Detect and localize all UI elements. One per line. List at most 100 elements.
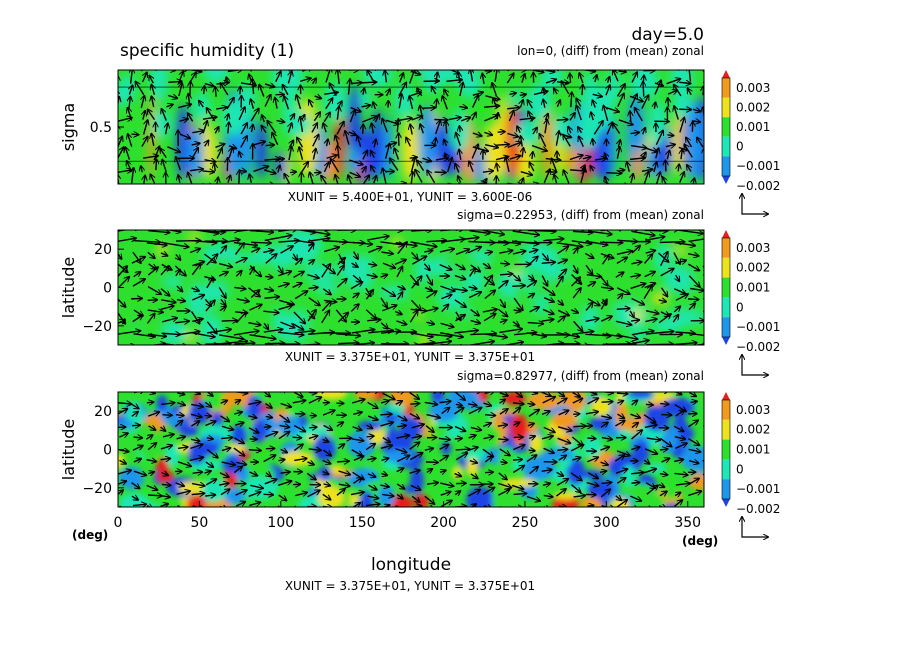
wind-arrow	[228, 122, 229, 134]
wind-arrow	[643, 82, 644, 97]
wind-arrow	[279, 414, 289, 422]
wind-arrow	[645, 331, 674, 334]
wind-arrow	[533, 128, 537, 135]
wind-arrow	[572, 331, 593, 334]
wind-arrow	[532, 152, 533, 160]
wind-arrow	[292, 400, 306, 402]
wind-arrow	[191, 264, 200, 276]
wind-arrow	[367, 320, 380, 321]
wind-arrow	[133, 470, 146, 475]
wind-arrow	[191, 404, 203, 406]
wind-arrow	[688, 449, 701, 452]
wind-arrow	[233, 243, 257, 246]
wind-arrow	[675, 260, 686, 263]
wind-arrow	[563, 135, 571, 147]
wind-arrow	[482, 262, 490, 268]
wind-arrow	[690, 288, 704, 290]
x-unit-left: (deg)	[72, 528, 108, 542]
wind-arrow	[595, 75, 597, 83]
wind-arrow	[499, 448, 510, 455]
wind-arrow	[381, 331, 400, 333]
wind-arrow	[176, 285, 182, 291]
wind-arrow	[703, 415, 704, 416]
wind-arrow	[263, 311, 278, 313]
wind-arrow	[630, 284, 646, 290]
wind-arrow	[441, 295, 452, 299]
wind-arrow	[382, 494, 393, 496]
wind-arrow	[587, 438, 595, 439]
wind-arrow	[221, 83, 229, 96]
wind-arrow	[631, 482, 639, 483]
wind-arrow	[118, 147, 123, 158]
wind-arrow	[556, 398, 566, 405]
wind-arrow	[703, 506, 704, 507]
wind-arrow	[659, 346, 685, 348]
wind-arrow	[425, 341, 451, 345]
wind-arrow	[454, 392, 465, 400]
wind-arrow	[644, 425, 657, 428]
wind-arrow	[337, 444, 344, 448]
wind-arrow	[616, 308, 630, 309]
wind-arrow	[408, 70, 415, 84]
wind-arrow	[204, 471, 211, 473]
wind-arrow	[264, 235, 292, 242]
wind-arrow	[454, 474, 462, 477]
x-tick-label: 200	[430, 515, 457, 531]
wind-arrow	[617, 170, 625, 171]
wind-arrow	[190, 249, 200, 253]
panel-bottom: sigma=0.82977, (diff) from (mean) zonal l…	[59, 369, 780, 593]
wind-arrow	[573, 320, 583, 331]
wind-arrow	[409, 392, 419, 399]
wind-arrow	[439, 401, 450, 402]
wind-arrow	[263, 329, 283, 332]
wind-arrow	[585, 264, 592, 274]
wind-arrow	[175, 321, 189, 323]
wind-arrow	[631, 430, 642, 440]
wind-arrow	[411, 495, 420, 502]
wind-arrow	[527, 294, 535, 298]
wind-arrow	[352, 427, 362, 430]
wind-arrow	[667, 90, 677, 94]
wind-arrow	[150, 174, 154, 184]
wind-arrow	[674, 473, 688, 475]
wind-arrow	[569, 155, 583, 161]
wind-arrow	[608, 77, 610, 83]
wind-arrow	[151, 96, 153, 108]
figure-title: specific humidity (1)	[120, 41, 294, 61]
wind-arrow	[570, 445, 583, 452]
wind-arrow	[675, 410, 684, 417]
wind-arrow	[469, 162, 474, 173]
wind-arrow	[454, 330, 478, 333]
wind-arrow	[252, 79, 253, 95]
wind-arrow	[118, 230, 139, 232]
wind-arrow	[336, 122, 344, 135]
wind-arrow	[644, 508, 653, 510]
wind-arrow	[335, 136, 338, 145]
wind-arrow	[455, 453, 467, 461]
wind-arrow	[702, 342, 704, 345]
wind-arrow	[160, 458, 171, 459]
wind-arrow	[380, 422, 393, 427]
wind-arrow	[571, 277, 581, 287]
wind-arrow	[513, 422, 520, 425]
wind-arrow	[264, 95, 271, 107]
wind-arrow	[381, 473, 387, 475]
wind-arrow	[263, 250, 273, 252]
wind-arrow	[380, 322, 388, 329]
wind-arrow	[118, 481, 126, 484]
wind-arrow	[606, 122, 612, 135]
wind-arrow	[497, 164, 498, 172]
panel-middle: sigma=0.22953, (diff) from (mean) zonal l…	[59, 208, 780, 375]
wind-arrow	[484, 290, 495, 300]
wind-arrow	[293, 444, 302, 452]
colorbar-label: 0	[736, 140, 744, 154]
wind-arrow	[543, 88, 544, 94]
wind-arrow	[272, 133, 279, 146]
wind-arrow	[556, 242, 583, 247]
wind-arrow	[483, 423, 491, 426]
wind-arrow	[220, 341, 247, 344]
wind-arrow	[512, 408, 520, 415]
wind-arrow	[235, 271, 241, 277]
wind-arrow	[221, 320, 237, 321]
wind-arrow	[299, 78, 311, 81]
